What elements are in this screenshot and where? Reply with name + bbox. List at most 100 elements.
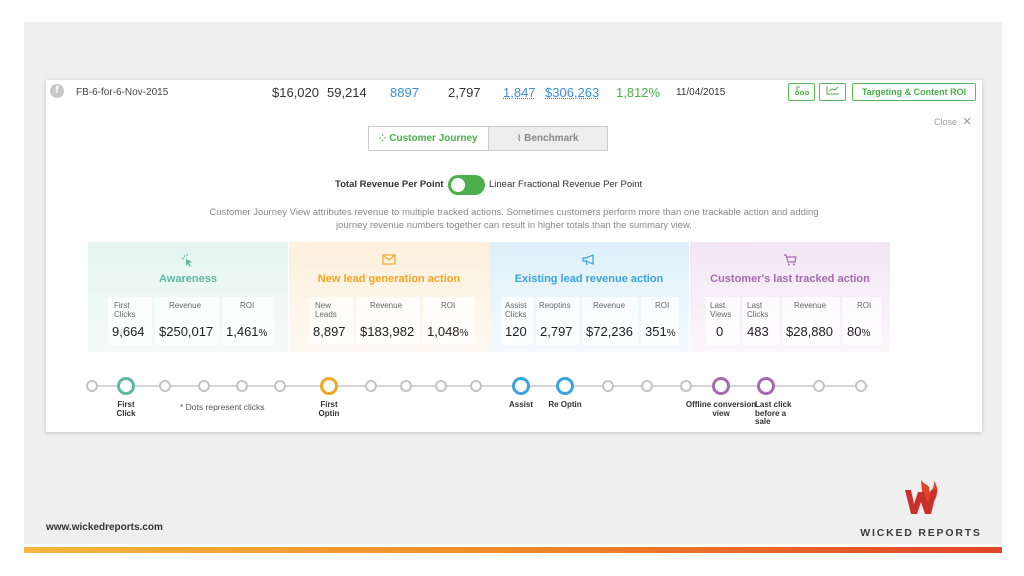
stage-metrics: Assist Clicks 120 Reoptins 2,797 Revenue… xyxy=(501,297,682,345)
metric-value: 351 xyxy=(645,324,667,339)
metric-last-clicks: Last Clicks 483 xyxy=(743,297,779,345)
metric-value: 120 xyxy=(505,324,527,339)
metric-revenue: Revenue $28,880 xyxy=(782,297,840,345)
optins-value: 2,797 xyxy=(448,85,481,100)
re-optin-dot[interactable] xyxy=(556,377,574,395)
click-dot xyxy=(855,380,867,392)
customer-journey-button[interactable] xyxy=(788,83,815,101)
metric-label: ROI xyxy=(857,301,872,310)
offline-conversion-dot[interactable] xyxy=(712,377,730,395)
footer-url: www.wickedreports.com xyxy=(46,522,163,533)
stage-last-tracked-action: Customer's last tracked action Last View… xyxy=(690,242,890,352)
wicked-reports-logo: WICKED REPORTS xyxy=(856,478,986,539)
timeline-label-assist: Assist xyxy=(508,400,533,409)
metric-revenue: Revenue $183,982 xyxy=(356,297,420,345)
metric-label: ROI xyxy=(240,301,255,310)
stage-title: Customer's last tracked action xyxy=(710,273,870,285)
metric-label: ROI xyxy=(655,301,670,310)
assist-dot[interactable] xyxy=(512,377,530,395)
metric-value: 483 xyxy=(747,324,769,339)
sales-link[interactable]: 1,847 xyxy=(503,85,536,100)
metric-label: Last Views xyxy=(710,301,732,319)
first-click-dot[interactable] xyxy=(117,377,135,395)
stage-metrics: Last Views 0 Last Clicks 483 Revenue $28… xyxy=(706,297,884,345)
metric-label: Revenue xyxy=(370,301,403,310)
tab-customer-journey-label: Customer Journey xyxy=(389,133,478,144)
dots-note: * Dots represent clicks xyxy=(180,402,265,412)
last-click-dot[interactable] xyxy=(757,377,775,395)
tab-customer-journey[interactable]: ⁘ Customer Journey xyxy=(369,127,488,150)
metric-roi: ROI 1,461% xyxy=(222,297,274,345)
clicks-value: 59,214 xyxy=(327,85,367,100)
metric-value: 9,664 xyxy=(112,324,145,339)
timeline-label-last-click: Last click before a sale xyxy=(755,400,792,426)
metric-value: 1,461 xyxy=(226,324,259,339)
stage-title: Existing lead revenue action xyxy=(514,273,664,285)
metric-unit: % xyxy=(666,328,676,339)
click-dot xyxy=(813,380,825,392)
metric-label: Last Clicks xyxy=(747,301,769,319)
metric-label: Assist Clicks xyxy=(505,301,527,319)
metric-value: $183,982 xyxy=(360,324,415,339)
metric-value: $28,880 xyxy=(786,324,833,339)
metric-label: Revenue xyxy=(593,301,626,310)
metric-value: 1,048 xyxy=(427,324,460,339)
stage-awareness: Awareness First Clicks 9,664 Revenue $25… xyxy=(88,242,288,352)
timeline-label-first-click: First Click xyxy=(116,400,136,418)
first-optin-dot[interactable] xyxy=(320,377,338,395)
click-dot xyxy=(274,380,286,392)
metric-value: 2,797 xyxy=(540,324,573,339)
metric-label: New Leads xyxy=(315,301,337,319)
close-button[interactable]: Close ✕ xyxy=(934,115,972,128)
metric-unit: % xyxy=(861,328,871,339)
journey-dots-icon xyxy=(794,86,809,95)
stage-title: New lead generation action xyxy=(317,273,461,285)
date-value: 11/04/2015 xyxy=(676,87,726,98)
campaign-name: FB-6-for-6-Nov-2015 xyxy=(76,87,169,98)
metric-roi: ROI 351% xyxy=(641,297,679,345)
click-dot xyxy=(680,380,692,392)
timeline-label-offline-conversion: Offline conversion view xyxy=(685,400,757,418)
journey-description: Customer Journey View attributes revenue… xyxy=(209,207,819,231)
revenue-link[interactable]: $306,263 xyxy=(545,85,600,100)
click-dot xyxy=(400,380,412,392)
click-dot xyxy=(641,380,653,392)
close-label: Close xyxy=(934,117,958,127)
line-chart-icon xyxy=(826,86,839,95)
metric-label: Revenue xyxy=(169,301,202,310)
metric-value: 80 xyxy=(847,324,862,339)
metric-value: $72,236 xyxy=(586,324,633,339)
click-dot xyxy=(435,380,447,392)
metric-revenue: Revenue $72,236 xyxy=(582,297,638,345)
metric-value: $250,017 xyxy=(159,324,214,339)
targeting-content-roi-button[interactable]: Targeting & Content ROI xyxy=(852,83,976,101)
metric-reoptins: Reoptins 2,797 xyxy=(536,297,579,345)
timeline-label-first-optin: First Optin xyxy=(318,400,340,418)
brand-name: WICKED REPORTS xyxy=(860,527,982,539)
cart-icon xyxy=(690,254,890,269)
revenue-mode-toggle[interactable] xyxy=(448,175,485,195)
cost-value: $16,020 xyxy=(272,85,319,100)
metric-last-views: Last Views 0 xyxy=(706,297,740,345)
cursor-click-icon xyxy=(88,254,288,271)
click-dot xyxy=(198,380,210,392)
tab-benchmark-label: Benchmark xyxy=(524,133,579,144)
metric-revenue: Revenue $250,017 xyxy=(155,297,219,345)
metric-label: Reoptins xyxy=(539,301,571,310)
click-dot xyxy=(365,380,377,392)
bottom-accent-bar xyxy=(24,547,1002,553)
megaphone-icon xyxy=(489,254,689,269)
stage-title: Awareness xyxy=(159,273,217,285)
metric-value: 8,897 xyxy=(313,324,346,339)
stage-metrics: First Clicks 9,664 Revenue $250,017 ROI … xyxy=(108,297,277,345)
journey-timeline xyxy=(46,376,982,396)
total-revenue-label: Total Revenue Per Point xyxy=(335,179,444,190)
view-tabs: ⁘ Customer Journey ⌇ Benchmark xyxy=(368,126,608,151)
metric-label: ROI xyxy=(441,301,456,310)
stage-new-lead-generation: New lead generation action New Leads 8,8… xyxy=(289,242,489,352)
tab-benchmark[interactable]: ⌇ Benchmark xyxy=(487,127,607,150)
metric-unit: % xyxy=(258,328,268,339)
benchmark-button[interactable] xyxy=(819,83,846,101)
timeline-label-re-optin: Re Optin xyxy=(548,400,582,409)
click-dot xyxy=(470,380,482,392)
